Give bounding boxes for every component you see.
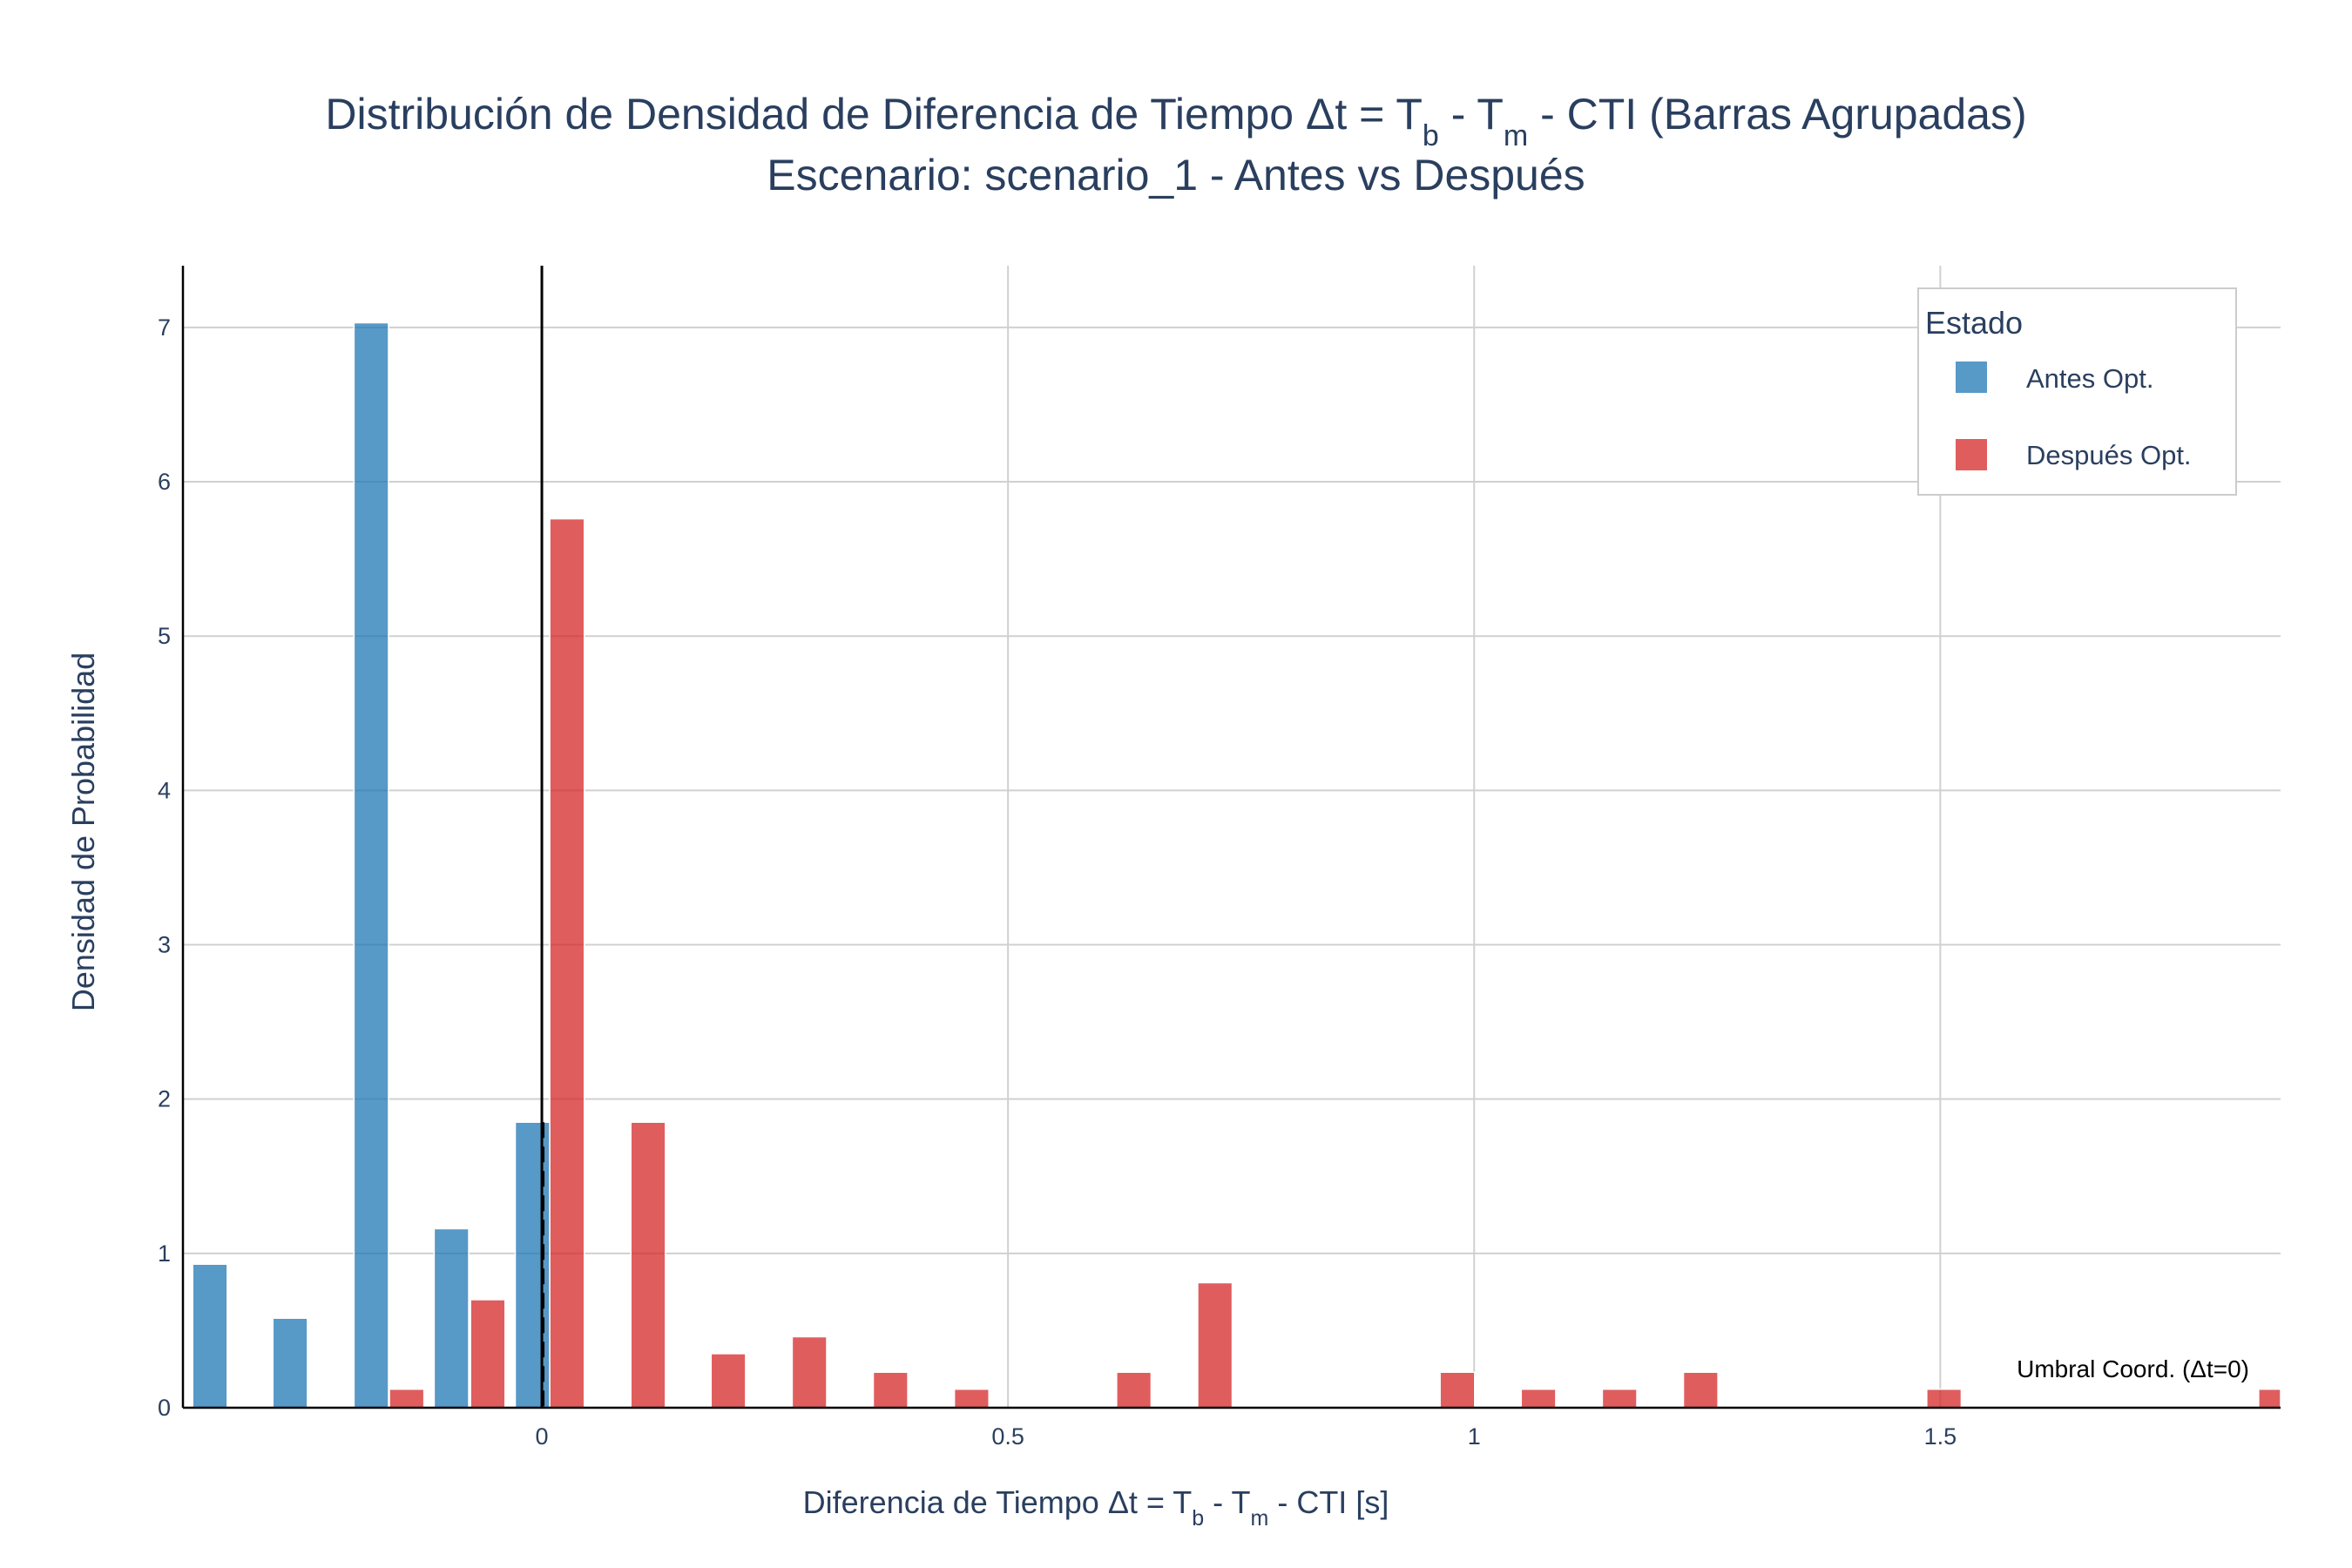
chart-title-line1: Distribución de Densidad de Diferencia d… — [325, 90, 2026, 152]
y-tick-label: 4 — [158, 777, 171, 803]
bar-despues-5[interactable] — [791, 1335, 828, 1409]
x-tick-label: 1 — [1468, 1423, 1481, 1450]
bar-despues-13[interactable] — [1682, 1371, 1719, 1409]
legend: Estado Antes Opt. Después Opt. — [1917, 287, 2237, 496]
threshold-annotation: Umbral Coord. (Δt=0) — [2017, 1355, 2249, 1382]
bar-despues-12[interactable] — [1601, 1388, 1638, 1409]
y-tick-labels: 0 1 2 3 4 5 6 7 — [158, 314, 171, 1421]
bar-despues-4[interactable] — [710, 1353, 747, 1409]
legend-label-despues[interactable]: Después Opt. — [2026, 440, 2192, 470]
axes — [181, 266, 2281, 1409]
bar-despues-10[interactable] — [1439, 1371, 1476, 1409]
chart-title-line2: Escenario: scenario_1 - Antes vs Después — [767, 151, 1585, 199]
x-tick-labels: 0 0.5 1 1.5 — [536, 1423, 1957, 1450]
bar-antes-1[interactable] — [272, 1317, 308, 1409]
bar-despues-9[interactable] — [1197, 1281, 1233, 1409]
bar-antes-0[interactable] — [192, 1263, 228, 1409]
legend-label-antes[interactable]: Antes Opt. — [2026, 363, 2153, 394]
bar-despues-7[interactable] — [953, 1388, 990, 1409]
bar-antes-3[interactable] — [433, 1227, 470, 1409]
x-tick-label: 0.5 — [991, 1423, 1024, 1450]
legend-title: Estado — [1925, 305, 2023, 341]
bar-despues-2[interactable] — [549, 517, 585, 1409]
x-axis-title: Diferencia de Tiempo Δt = Tb - Tm - CTI … — [803, 1484, 1389, 1531]
bar-antes-2[interactable] — [353, 321, 389, 1409]
x-tick-label: 1.5 — [1924, 1423, 1957, 1450]
bar-antes-4[interactable] — [514, 1121, 551, 1409]
y-tick-label: 7 — [158, 314, 171, 341]
bars — [192, 321, 2281, 1409]
y-axis-title: Densidad de Probabilidad — [65, 652, 101, 1011]
legend-swatch-despues[interactable] — [1956, 439, 1987, 470]
bar-despues-1[interactable] — [470, 1299, 506, 1409]
bar-despues-15[interactable] — [2258, 1388, 2281, 1409]
bar-despues-0[interactable] — [389, 1388, 425, 1409]
y-tick-label: 1 — [158, 1240, 171, 1267]
y-tick-label: 0 — [158, 1395, 171, 1421]
y-tick-label: 6 — [158, 469, 171, 495]
x-tick-label: 0 — [536, 1423, 549, 1450]
y-tick-label: 2 — [158, 1086, 171, 1112]
bar-despues-3[interactable] — [630, 1121, 666, 1409]
bar-despues-6[interactable] — [872, 1371, 909, 1409]
bar-despues-11[interactable] — [1520, 1388, 1557, 1409]
bar-despues-8[interactable] — [1116, 1371, 1152, 1409]
y-tick-label: 5 — [158, 623, 171, 649]
y-tick-label: 3 — [158, 932, 171, 958]
bar-despues-14[interactable] — [1926, 1388, 1963, 1409]
legend-swatch-antes[interactable] — [1956, 362, 1987, 393]
